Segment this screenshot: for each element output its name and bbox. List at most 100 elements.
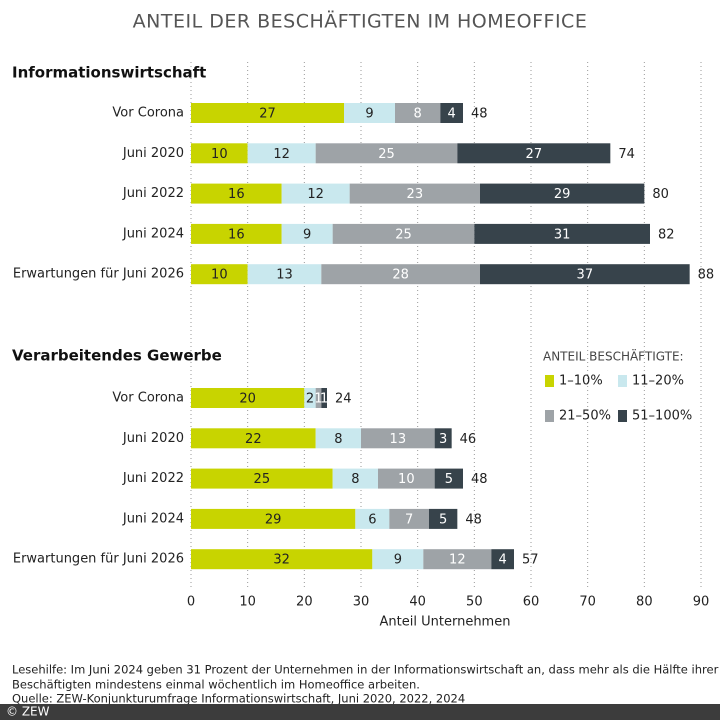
bar-segment: [480, 264, 690, 285]
total-label: 24: [335, 392, 352, 407]
bar-segment: [429, 508, 458, 529]
bar-segment: [457, 143, 611, 164]
bar-segment: [191, 468, 333, 489]
y-tick-label: Juni 2024: [122, 511, 184, 526]
legend-label: 21–50%: [559, 409, 611, 424]
value-label: 9: [394, 553, 402, 568]
bar-segment: [355, 508, 390, 529]
bar-segment: [344, 103, 395, 123]
y-tick-label: Juni 2020: [122, 431, 184, 446]
total-label: 48: [465, 512, 482, 527]
x-tick-label: 70: [579, 595, 596, 610]
value-label: 3: [439, 432, 447, 447]
value-label: 4: [499, 553, 507, 568]
bar-segment: [315, 388, 322, 408]
bar-segment: [321, 264, 480, 285]
value-label: 10: [398, 472, 415, 487]
bar-segment: [321, 388, 327, 408]
value-label: 12: [273, 147, 290, 162]
x-tick-label: 30: [353, 595, 370, 610]
x-tick-label: 10: [239, 595, 256, 610]
bar-segment: [191, 388, 305, 408]
x-axis-label: Anteil Unternehmen: [380, 615, 511, 630]
x-tick-label: 40: [409, 595, 426, 610]
bar-segment: [191, 428, 316, 449]
legend-swatch: [618, 410, 627, 422]
legend-swatch: [545, 375, 554, 387]
bar-segment: [491, 549, 514, 570]
bar-segment: [281, 183, 350, 204]
total-label: 88: [698, 268, 715, 283]
bar-segment: [191, 183, 282, 204]
x-tick-label: 50: [466, 595, 483, 610]
bar-segment: [395, 103, 441, 123]
legend-title: ANTEIL BESCHÄFTIGTE:: [543, 349, 684, 364]
bar-segment: [191, 223, 282, 244]
value-label: 22: [245, 432, 262, 447]
bar-segment: [434, 468, 463, 489]
bar-segment: [315, 143, 458, 164]
x-tick-label: 60: [523, 595, 540, 610]
y-tick-label: Erwartungen für Juni 2026: [13, 267, 184, 282]
total-label: 80: [652, 187, 669, 202]
y-tick-label: Vor Corona: [112, 106, 184, 121]
total-label: 82: [658, 227, 675, 242]
bar-segment: [191, 549, 373, 570]
bar-segment: [332, 223, 475, 244]
value-label: 7: [405, 512, 413, 527]
value-label: 13: [390, 432, 407, 447]
bar-segment: [372, 549, 424, 570]
bar-segment: [389, 508, 429, 529]
value-label: 23: [407, 187, 424, 202]
reading-aid: Beschäftigten mindestens einmal wöchentl…: [12, 678, 420, 692]
total-label: 46: [460, 432, 477, 447]
x-tick-label: 90: [693, 595, 710, 610]
y-tick-label: Juni 2020: [122, 146, 184, 161]
legend-swatch: [618, 375, 627, 387]
bar-segment: [191, 264, 248, 285]
bar-segment: [247, 143, 316, 164]
bar-segment: [332, 468, 378, 489]
total-label: 48: [471, 107, 488, 122]
value-label: 4: [448, 107, 456, 122]
value-label: 16: [228, 187, 245, 202]
y-tick-label: Vor Corona: [112, 391, 184, 406]
value-label: 16: [228, 227, 245, 242]
footer-bar: [0, 704, 720, 720]
copyright: © ZEW: [6, 705, 50, 719]
value-label: 31: [554, 227, 571, 242]
source: Quelle: ZEW-Konjunkturumfrage Informatio…: [12, 692, 465, 706]
value-label: 25: [378, 147, 395, 162]
y-tick-label: Juni 2022: [122, 186, 184, 201]
bar-segment: [440, 103, 463, 123]
value-label: 28: [392, 268, 409, 283]
value-label: 27: [259, 107, 276, 122]
value-label: 2: [306, 392, 314, 407]
legend-label: 1–10%: [559, 374, 603, 389]
total-label: 57: [522, 553, 539, 568]
bar-segment: [480, 183, 645, 204]
value-label: 1: [314, 392, 322, 407]
value-label: 5: [445, 472, 453, 487]
group-title: Informationswirtschaft: [12, 64, 206, 82]
value-label: 13: [276, 268, 293, 283]
x-tick-label: 0: [187, 595, 195, 610]
value-label: 8: [334, 432, 342, 447]
value-label: 12: [449, 553, 466, 568]
value-label: 5: [439, 512, 447, 527]
legend-swatch: [545, 410, 554, 422]
value-label: 10: [211, 147, 228, 162]
value-label: 1: [320, 392, 328, 407]
bar-segment: [315, 428, 361, 449]
value-label: 9: [303, 227, 311, 242]
x-tick-label: 20: [296, 595, 313, 610]
value-label: 6: [368, 512, 376, 527]
bar-segment: [434, 428, 452, 449]
y-tick-label: Juni 2022: [122, 471, 184, 486]
value-label: 12: [307, 187, 324, 202]
bar-segment: [191, 143, 248, 164]
value-label: 10: [211, 268, 228, 283]
value-label: 8: [414, 107, 422, 122]
bar-segment: [247, 264, 322, 285]
